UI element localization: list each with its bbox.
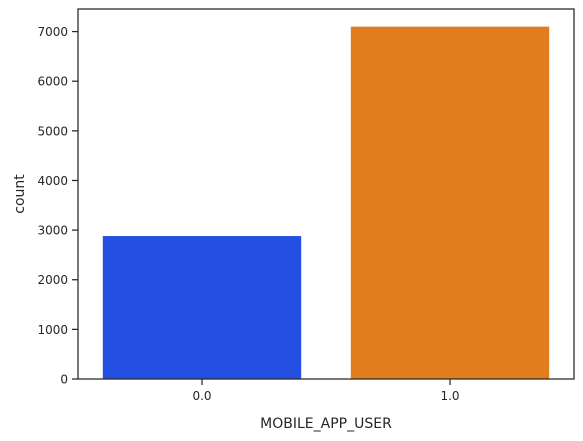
- x-tick-label: 1.0: [440, 389, 459, 403]
- y-tick-label: 5000: [37, 124, 68, 138]
- x-axis: 0.0 1.0: [192, 379, 460, 403]
- y-tick-label: 7000: [37, 25, 68, 39]
- y-tick-label: 2000: [37, 273, 68, 287]
- x-tick-label: 0.0: [192, 389, 211, 403]
- plot-frame: [77, 8, 575, 380]
- y-tick-label: 0: [60, 373, 68, 387]
- x-axis-label: MOBILE_APP_USER: [260, 416, 392, 432]
- y-tick-label: 4000: [37, 174, 68, 188]
- bar-0.0: [102, 236, 302, 379]
- y-tick-label: 6000: [37, 75, 68, 89]
- bar-1.0: [350, 26, 550, 379]
- y-axis: 0 1000 2000 3000 4000 5000 6000 7000: [37, 25, 78, 387]
- y-tick-label: 1000: [37, 323, 68, 337]
- y-tick-label: 3000: [37, 224, 68, 238]
- y-axis-label: count: [12, 174, 28, 214]
- bars-group: [102, 26, 550, 379]
